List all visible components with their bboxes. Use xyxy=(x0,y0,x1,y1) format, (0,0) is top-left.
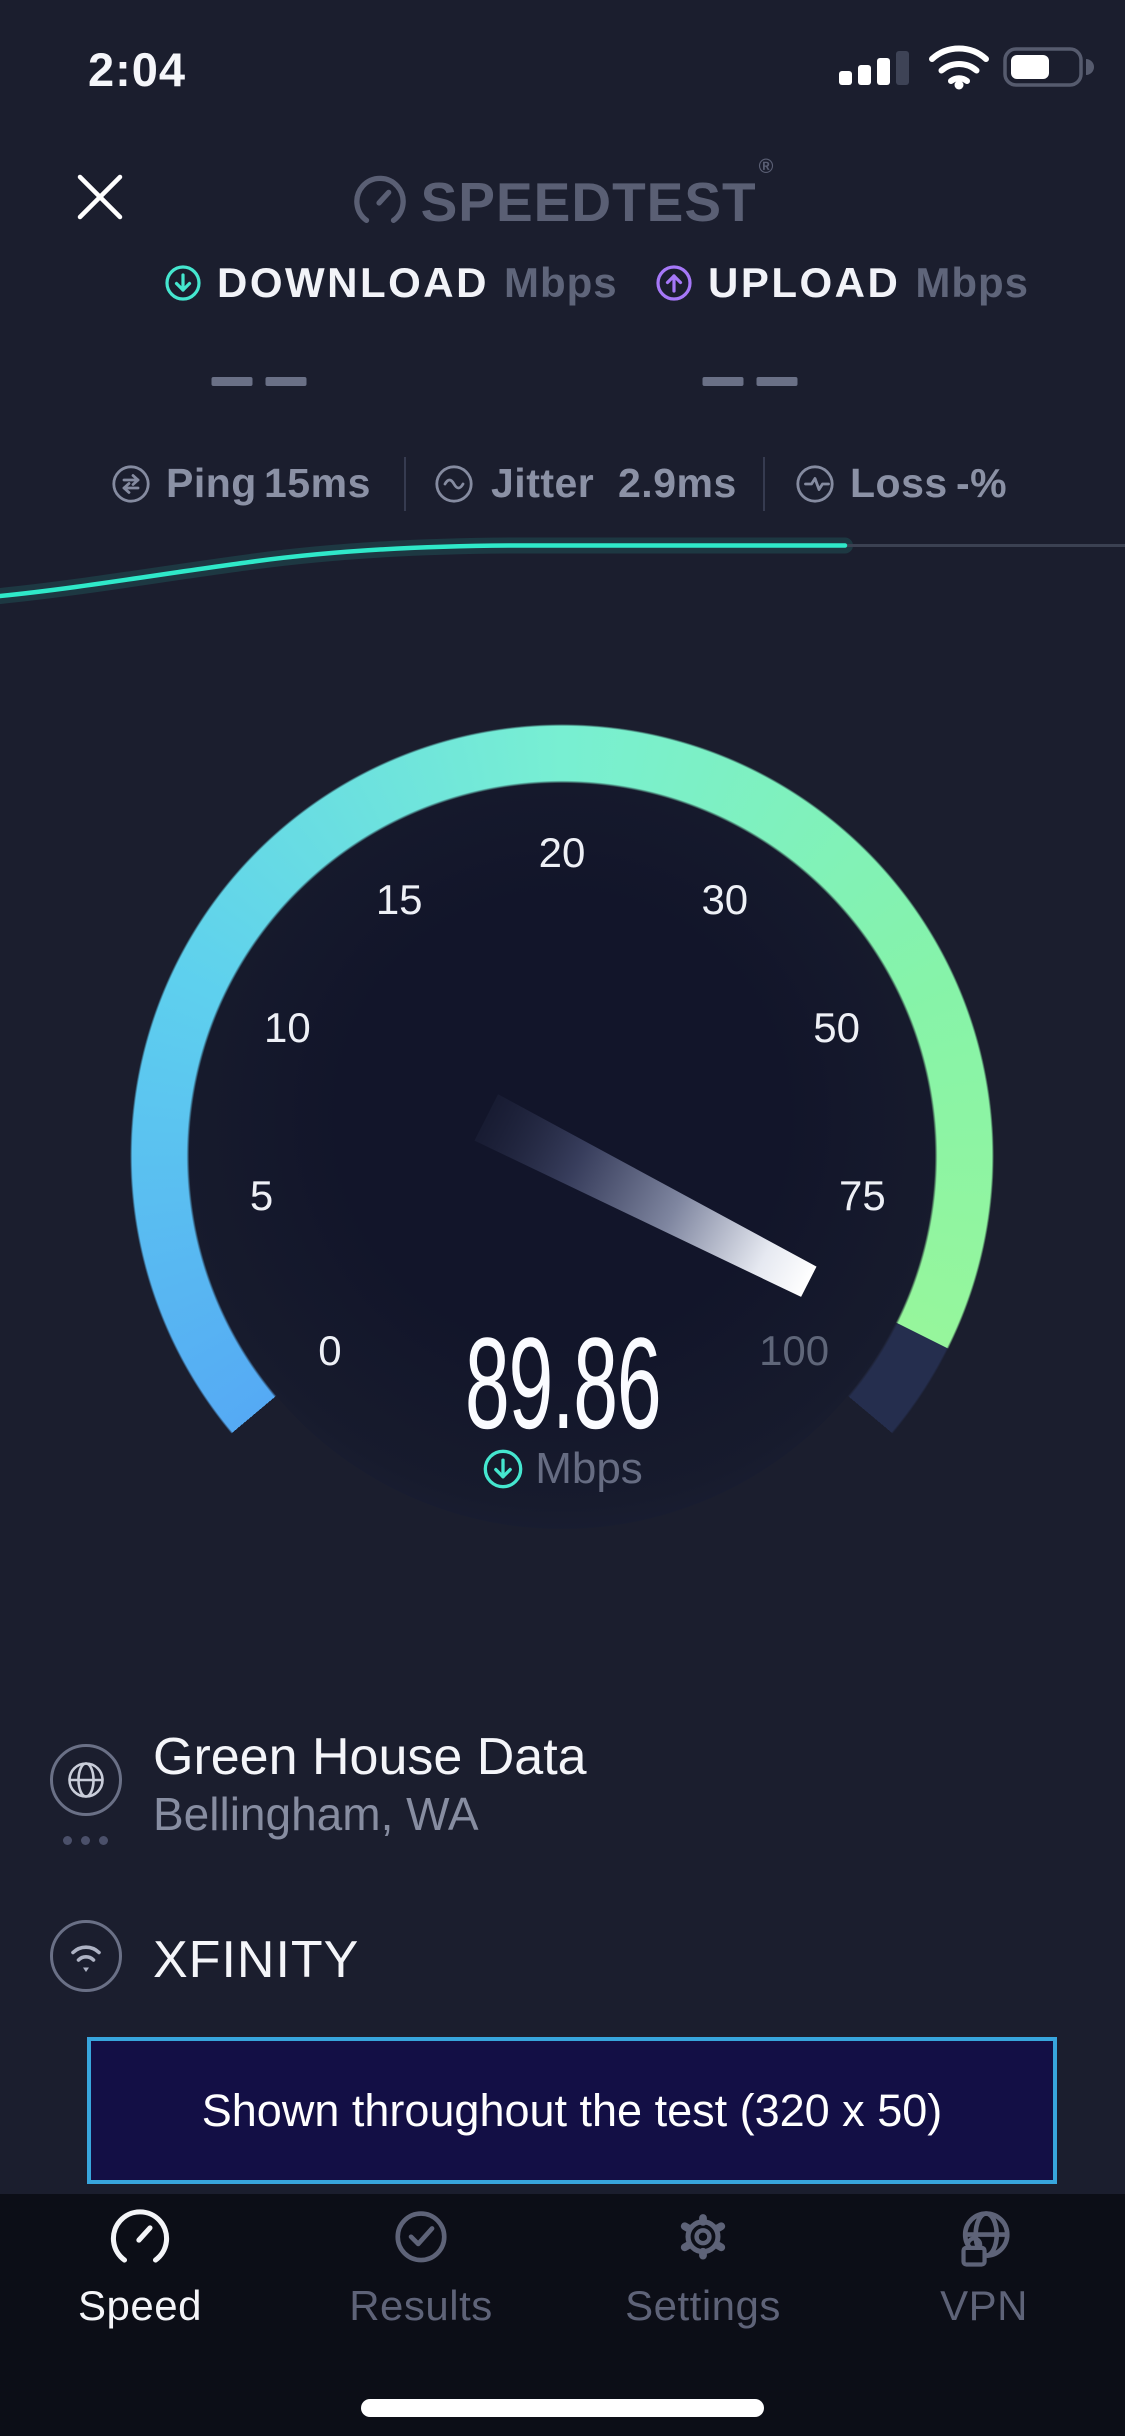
download-header: DOWNLOAD Mbps xyxy=(164,258,618,308)
gauge-tick-100: 100 xyxy=(759,1326,830,1374)
upload-value-placeholder xyxy=(702,377,798,386)
download-arrow-icon xyxy=(165,265,201,301)
loss-value: -% xyxy=(956,460,1008,506)
gauge-tick-30: 30 xyxy=(701,876,749,924)
ad-banner[interactable]: Shown throughout the test (320 x 50) xyxy=(87,2037,1057,2184)
download-sparkline xyxy=(0,537,1125,604)
ping-label: Ping xyxy=(166,460,257,506)
cellular-signal-icon xyxy=(839,51,909,85)
server-location: Bellingham, WA xyxy=(153,1788,479,1840)
divider xyxy=(763,457,765,511)
gauge-unit-row: Mbps xyxy=(0,1444,1125,1494)
jitter-value: 2.9ms xyxy=(618,460,737,506)
gear-icon xyxy=(680,2214,726,2260)
gauge-tick-5: 5 xyxy=(249,1171,274,1219)
loss-icon xyxy=(796,465,834,503)
download-label: DOWNLOAD xyxy=(217,259,489,306)
close-icon[interactable] xyxy=(75,172,125,222)
ping-icon xyxy=(112,465,150,503)
wifi-icon xyxy=(929,45,989,90)
check-circle-icon xyxy=(395,2211,447,2263)
trademark: ® xyxy=(758,156,775,178)
server-globe-icon xyxy=(50,1744,122,1816)
divider xyxy=(404,457,406,511)
speedtest-gauge-glyph-icon xyxy=(353,175,406,223)
tab-bar: Speed Results Settings VPN xyxy=(0,2194,1125,2436)
jitter-icon xyxy=(435,465,473,503)
download-unit: Mbps xyxy=(503,259,618,306)
home-indicator[interactable] xyxy=(361,2399,764,2417)
tab-speed[interactable]: Speed xyxy=(30,2208,250,2330)
globe-lock-icon xyxy=(961,2211,1010,2267)
gauge-current-value: 89.86 xyxy=(464,1310,662,1456)
download-arrow-icon xyxy=(483,1449,523,1489)
isp-wifi-icon xyxy=(50,1920,122,1992)
gauge-icon xyxy=(110,2209,170,2263)
tab-vpn[interactable]: VPN xyxy=(874,2208,1094,2330)
tab-label: VPN xyxy=(940,2282,1028,2329)
gauge-tick-0: 0 xyxy=(318,1326,342,1374)
loss-label: Loss xyxy=(850,460,948,506)
gauge-tick-20: 20 xyxy=(538,829,586,876)
status-bar-icons xyxy=(839,44,1095,90)
ping-value: 15ms xyxy=(264,460,371,506)
speedtest-logo: SPEEDTEST® xyxy=(0,156,1125,234)
status-bar-time: 2:04 xyxy=(88,43,187,96)
jitter-label: Jitter xyxy=(491,460,595,506)
tab-label: Results xyxy=(349,2282,493,2329)
gauge-tick-75: 75 xyxy=(839,1171,886,1219)
logo-text: SPEEDTEST® xyxy=(420,156,775,233)
upload-arrow-icon xyxy=(656,265,692,301)
tab-results[interactable]: Results xyxy=(311,2208,531,2330)
gauge-tick-10: 10 xyxy=(264,1003,311,1051)
server-more-button[interactable] xyxy=(63,1836,108,1845)
server-name: Green House Data xyxy=(153,1728,587,1786)
upload-unit: Mbps xyxy=(915,259,1029,306)
tab-label: Settings xyxy=(625,2282,781,2329)
download-value-placeholder xyxy=(211,377,307,386)
upload-label: UPLOAD xyxy=(708,259,901,306)
tab-label: Speed xyxy=(78,2282,202,2329)
ad-banner-text: Shown throughout the test (320 x 50) xyxy=(201,2084,943,2136)
gauge-unit-label: Mbps xyxy=(535,1444,643,1493)
gauge-tick-15: 15 xyxy=(375,876,423,924)
gauge-tick-50: 50 xyxy=(813,1003,860,1051)
tab-settings[interactable]: Settings xyxy=(593,2208,813,2330)
upload-header: UPLOAD Mbps xyxy=(655,258,1029,308)
battery-icon xyxy=(1003,47,1094,87)
isp-name: XFINITY xyxy=(153,1931,360,1989)
